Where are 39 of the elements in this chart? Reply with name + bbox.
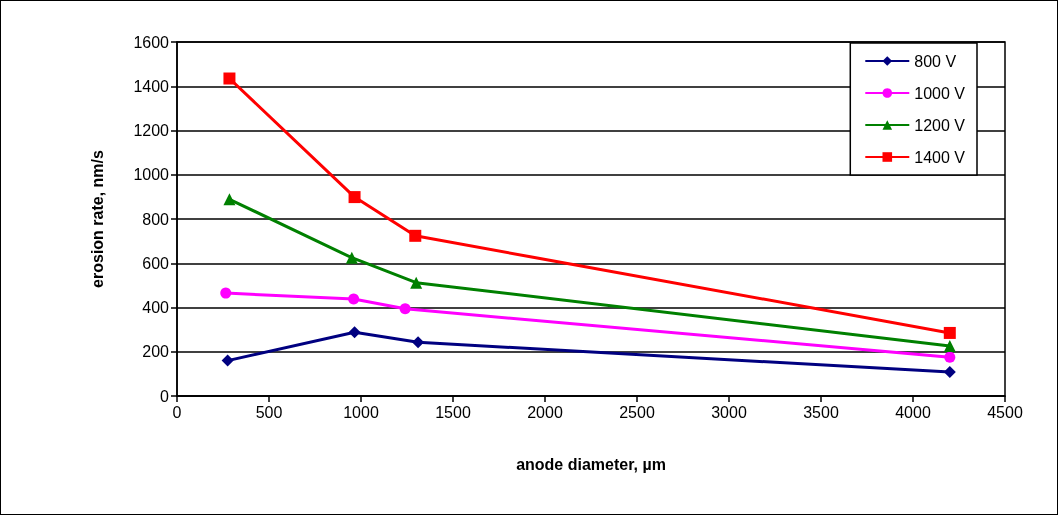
y-tick-label: 800 <box>142 210 170 228</box>
x-tick-label: 0 <box>172 403 182 421</box>
legend-label: 1400 V <box>914 148 966 166</box>
y-axis-title: erosion rate, nm/s <box>88 149 106 288</box>
point <box>223 72 236 85</box>
point <box>221 354 234 367</box>
point <box>410 276 423 289</box>
y-tick-label: 0 <box>160 387 170 405</box>
point <box>348 293 360 305</box>
y-tick-label: 400 <box>142 299 170 316</box>
x-tick-label: 2500 <box>619 403 655 421</box>
point <box>345 251 358 264</box>
point <box>348 191 361 204</box>
point <box>943 340 956 352</box>
y-tick-label: 200 <box>142 343 170 361</box>
point <box>220 287 232 299</box>
x-tick-label: 4000 <box>895 403 931 421</box>
x-tick-label: 500 <box>255 403 283 421</box>
legend-label: 800 V <box>914 52 957 70</box>
legend-label: 1000 V <box>914 84 966 102</box>
x-tick-label: 1500 <box>435 403 471 421</box>
point <box>409 229 422 242</box>
point <box>348 326 361 339</box>
point <box>944 351 956 363</box>
point <box>223 193 236 206</box>
x-axis-title: anode diameter, µm <box>516 455 666 473</box>
x-tick-label: 2000 <box>527 403 563 421</box>
y-tick-label: 1200 <box>133 122 170 139</box>
point <box>943 326 956 339</box>
x-tick-label: 3000 <box>711 403 747 421</box>
x-tick-label: 1000 <box>343 403 379 421</box>
x-tick-label: 3500 <box>803 403 839 421</box>
y-tick-label: 1600 <box>133 33 170 51</box>
point <box>399 303 411 315</box>
x-tick-label: 4500 <box>987 403 1023 421</box>
y-tick-label: 1400 <box>133 77 170 95</box>
y-tick-label: 1000 <box>133 166 170 184</box>
y-tick-label: 600 <box>142 254 170 272</box>
legend-label: 1200 V <box>914 116 966 134</box>
